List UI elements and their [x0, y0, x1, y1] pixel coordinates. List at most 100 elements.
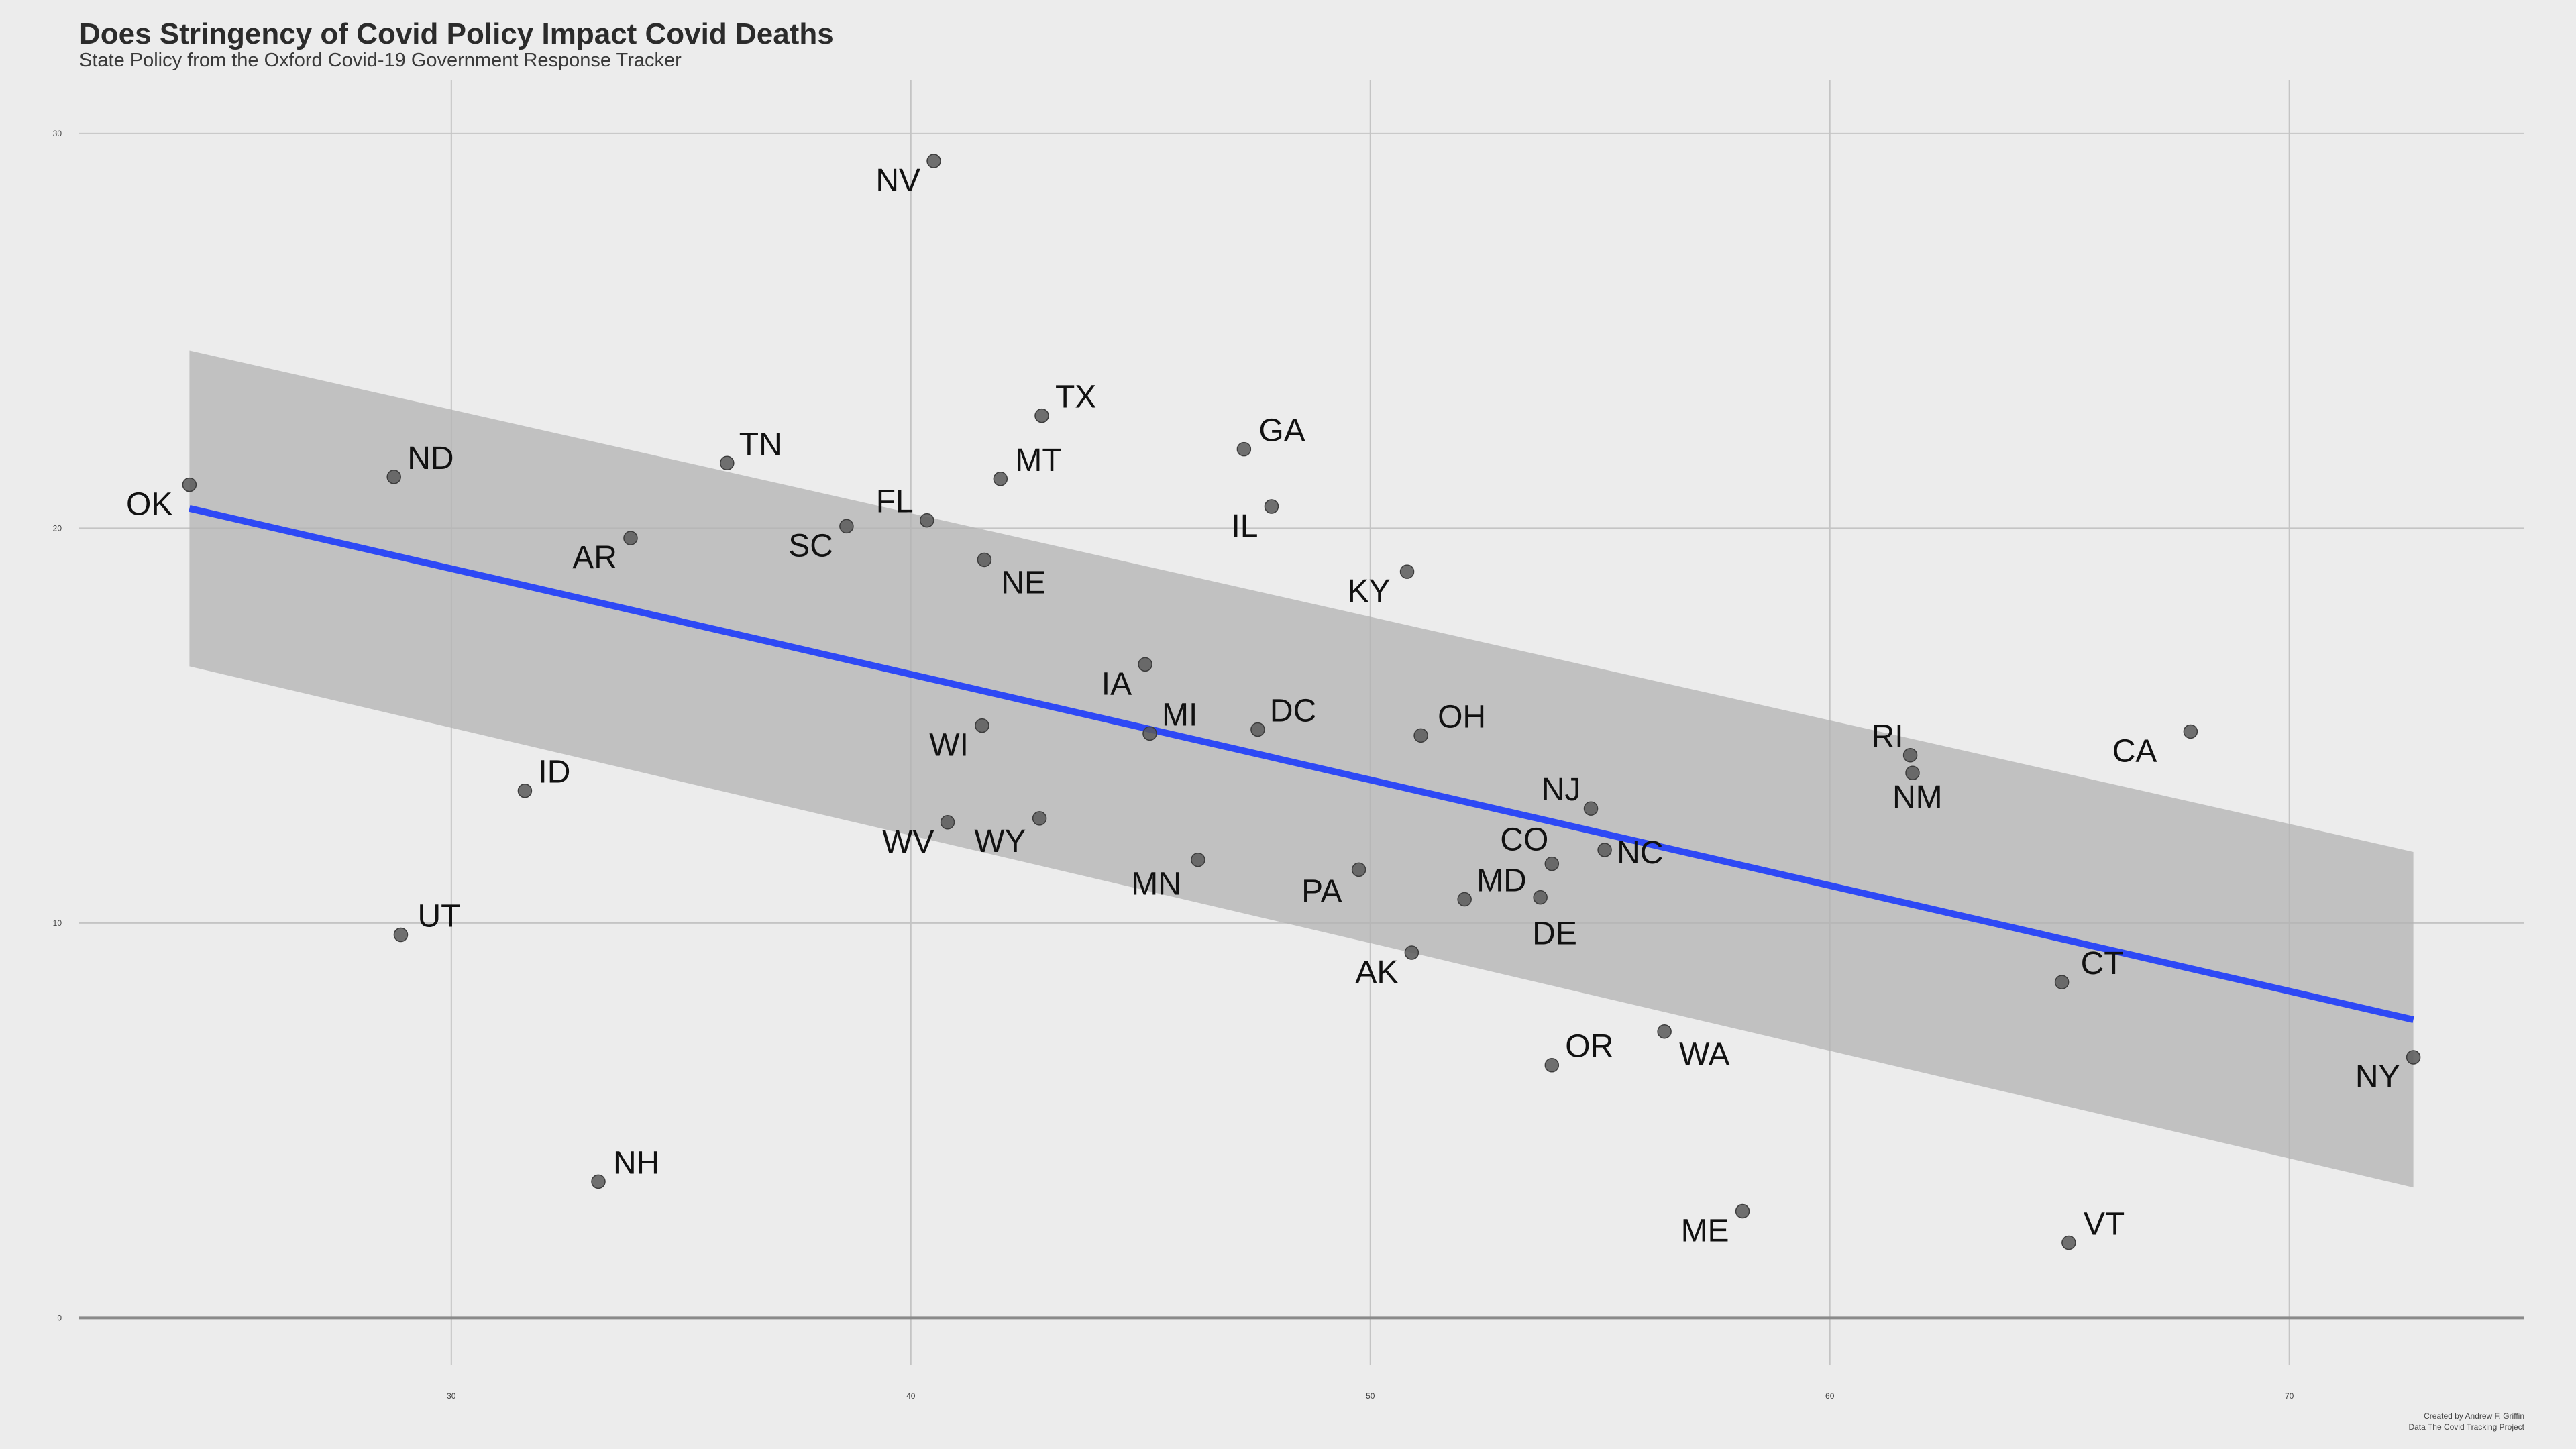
- point-label-nd: ND: [407, 441, 453, 476]
- data-point-ny: [2406, 1050, 2421, 1065]
- point-label-wy: WY: [974, 824, 1026, 859]
- point-label-pa: PA: [1301, 873, 1342, 909]
- data-point-md: [1457, 892, 1472, 907]
- credit-author: Created by Andrew F. Griffin: [2424, 1411, 2524, 1421]
- y-tick-label: 30: [53, 129, 62, 138]
- point-label-ar: AR: [572, 540, 617, 576]
- data-point-or: [1544, 1057, 1560, 1073]
- point-label-md: MD: [1477, 863, 1527, 899]
- chart-title: Does Stringency of Covid Policy Impact C…: [79, 17, 834, 50]
- point-label-ky: KY: [1348, 574, 1391, 609]
- point-label-id: ID: [538, 755, 570, 790]
- point-label-fl: FL: [876, 484, 914, 520]
- point-label-ne: NE: [1001, 565, 1046, 600]
- data-point-mn: [1191, 852, 1205, 867]
- data-point-ca: [2183, 724, 2198, 739]
- data-point-id: [517, 783, 533, 798]
- x-tick-label: 70: [2285, 1391, 2294, 1401]
- data-point-ri: [1902, 748, 1918, 763]
- data-point-nv: [926, 154, 941, 168]
- point-label-ia: IA: [1102, 666, 1132, 702]
- point-label-ok: OK: [126, 487, 172, 523]
- y-tick-label: 0: [57, 1313, 62, 1322]
- data-point-nc: [1597, 843, 1612, 857]
- point-label-de: DE: [1532, 916, 1577, 952]
- data-point-ok: [182, 477, 197, 492]
- point-label-oh: OH: [1438, 699, 1486, 735]
- data-point-nd: [386, 470, 401, 484]
- data-point-co: [1544, 856, 1560, 871]
- point-label-nj: NJ: [1542, 772, 1581, 808]
- point-label-ca: CA: [2112, 733, 2157, 769]
- point-label-ut: UT: [417, 899, 460, 934]
- point-label-or: OR: [1565, 1029, 1613, 1065]
- point-label-wi: WI: [929, 728, 969, 763]
- data-point-ct: [2054, 975, 2070, 989]
- point-label-sc: SC: [788, 528, 833, 564]
- tick-labels-layer: 30 40 50 60 70 0 10 20 30: [53, 129, 2294, 1401]
- point-label-ak: AK: [1355, 955, 1398, 990]
- trend-line-layer: [189, 505, 2414, 1023]
- data-point-wa: [1657, 1024, 1672, 1039]
- credit-data-source: Data The Covid Tracking Project: [2408, 1422, 2524, 1432]
- data-point-de: [1533, 890, 1548, 905]
- data-point-dc: [1250, 722, 1265, 737]
- data-point-oh: [1413, 728, 1428, 743]
- point-label-ny: NY: [2355, 1059, 2400, 1095]
- point-label-tn: TN: [739, 427, 782, 462]
- point-label-nv: NV: [875, 163, 920, 199]
- point-label-nm: NM: [1892, 780, 1943, 815]
- data-point-tx: [1034, 408, 1049, 423]
- confidence-band-layer: [189, 350, 2414, 1188]
- point-label-tx: TX: [1055, 380, 1096, 415]
- point-label-co: CO: [1500, 822, 1548, 858]
- data-point-wi: [975, 718, 989, 733]
- chart-subtitle: State Policy from the Oxford Covid-19 Go…: [79, 50, 682, 71]
- x-tick-label: 40: [906, 1391, 916, 1401]
- x-tick-label: 50: [1366, 1391, 1375, 1401]
- data-point-ia: [1138, 657, 1152, 672]
- point-label-il: IL: [1231, 508, 1258, 544]
- point-label-ct: CT: [2081, 946, 2124, 981]
- point-label-mi: MI: [1162, 697, 1197, 733]
- point-label-dc: DC: [1270, 694, 1316, 729]
- data-point-sc: [839, 519, 854, 534]
- point-label-nh: NH: [613, 1145, 659, 1181]
- data-point-pa: [1351, 862, 1366, 877]
- point-label-mn: MN: [1131, 867, 1181, 902]
- data-point-ut: [393, 927, 409, 943]
- point-label-wv: WV: [882, 824, 934, 860]
- y-tick-label: 20: [53, 523, 62, 533]
- point-label-vt: VT: [2084, 1207, 2125, 1242]
- point-label-me: ME: [1681, 1213, 1729, 1248]
- confidence-band: [189, 350, 2414, 1188]
- point-labels-layer: OK ND UT ID NH AR TN SC NV FL WV WI NE MT WY TX IA MI MN GA…: [126, 163, 2400, 1248]
- point-label-mt: MT: [1015, 443, 1061, 478]
- data-point-mi: [1142, 726, 1157, 741]
- data-point-ga: [1236, 441, 1252, 457]
- data-point-ky: [1399, 564, 1415, 579]
- trend-line: [189, 505, 2414, 1023]
- data-point-ar: [623, 531, 638, 545]
- x-tick-label: 30: [447, 1391, 456, 1401]
- data-point-ne: [977, 552, 992, 568]
- point-label-ga: GA: [1258, 413, 1305, 449]
- data-point-nm: [1905, 765, 1920, 780]
- point-label-nc: NC: [1617, 835, 1663, 871]
- data-point-wy: [1032, 811, 1047, 826]
- data-point-fl: [920, 513, 934, 528]
- data-point-nj: [1583, 801, 1599, 816]
- data-point-nh: [591, 1174, 606, 1189]
- data-point-wv: [940, 815, 955, 830]
- data-point-mt: [993, 472, 1008, 486]
- point-label-wa: WA: [1679, 1037, 1730, 1073]
- x-tick-label: 60: [1825, 1391, 1835, 1401]
- y-tick-label: 10: [53, 918, 62, 928]
- data-point-me: [1735, 1203, 1750, 1219]
- data-point-il: [1264, 499, 1279, 514]
- point-label-ri: RI: [1872, 719, 1904, 755]
- data-point-vt: [2061, 1235, 2076, 1250]
- data-point-ak: [1404, 945, 1419, 960]
- data-point-tn: [720, 455, 735, 471]
